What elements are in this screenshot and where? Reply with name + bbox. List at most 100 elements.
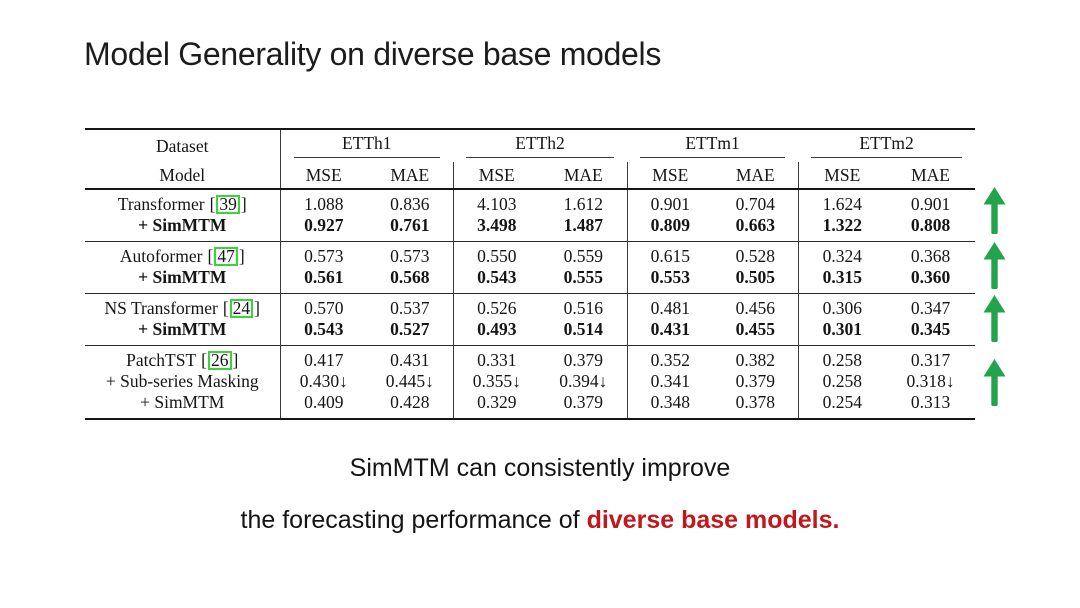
metric-value: 0.254 [797, 392, 887, 418]
metric-value: 0.315 [797, 267, 887, 294]
table-row: Autoformer[47] 0.573 0.573 0.550 0.559 0… [85, 241, 976, 267]
model-label: NS Transformer[24] [85, 293, 280, 319]
metric-value: 0.455 [735, 319, 775, 339]
metric-value: 0.561 [279, 267, 367, 294]
metric-value: 0.568 [390, 267, 430, 287]
metric-value: 0.324 [797, 241, 887, 267]
metric-value: 0.526 [452, 293, 541, 319]
metric-value: 0.901 [626, 189, 714, 215]
improvement-up-arrow-icon [981, 186, 1008, 234]
model-label: + SimMTM [138, 215, 227, 235]
metric-value: 0.379 [563, 392, 603, 412]
metric-value: 0.306 [797, 293, 887, 319]
metric-value: 0.573 [367, 241, 454, 267]
dataset-column-header: ETTh2 [453, 130, 627, 162]
model-label: + SimMTM [138, 267, 227, 287]
metric-header: MSE [797, 162, 887, 190]
metric-value: 0.537 [367, 293, 454, 319]
table-row: NS Transformer[24] 0.570 0.537 0.526 0.5… [85, 293, 976, 319]
metric-header: MSE [626, 162, 714, 190]
metric-value: 0.382 [713, 345, 799, 371]
slide-title: Model Generality on diverse base models [84, 36, 662, 72]
caption-line2-prefix: the forecasting performance of [240, 506, 587, 534]
caption-line2: the forecasting performance of diverse b… [0, 506, 1080, 535]
model-header-cell: Model [85, 162, 280, 190]
metric-value: 4.103 [452, 189, 541, 215]
metric-value: 1.487 [563, 215, 603, 235]
dataset-column-header: ETTm2 [798, 130, 975, 162]
metric-value: 0.258 [797, 371, 887, 392]
metric-value: 0.505 [735, 267, 775, 287]
metric-value: 0.431 [626, 319, 714, 346]
metric-value: 0.761 [390, 215, 430, 235]
metric-value: 0.663 [735, 215, 775, 235]
table-row: + Sub-series Masking 0.430↓ 0.445↓ 0.355… [85, 371, 975, 392]
caption-line1: SimMTM can consistently improve [349, 454, 731, 482]
improvement-up-arrow-icon [981, 241, 1008, 289]
metric-value: 0.516 [540, 293, 628, 319]
table-row: Model MSE MAE MSE MAE MSE MAE MSE MAE [85, 162, 976, 190]
metric-value: 0.379 [540, 345, 628, 371]
citation-ref: [47] [207, 246, 245, 266]
metric-value: 0.430↓ [279, 371, 367, 392]
metric-value: 0.570 [279, 293, 367, 319]
metric-value: 0.901 [910, 194, 951, 214]
metric-header: MAE [886, 162, 976, 190]
column-underline [466, 157, 615, 158]
results-table: Dataset ETTh1 ETTh2 ETTm1 ETTm2 Model MS… [85, 128, 976, 420]
metric-value: 0.543 [452, 267, 541, 294]
metric-value: 0.456 [713, 293, 799, 319]
metric-value: 0.808 [910, 215, 951, 235]
metric-value: 0.573 [279, 241, 367, 267]
metric-value: 0.553 [626, 267, 714, 294]
metric-header: MSE [279, 162, 367, 190]
metric-value: 0.352 [626, 345, 714, 371]
metric-value: 0.431 [367, 345, 454, 371]
metric-value: 1.612 [563, 194, 603, 214]
citation-ref: [24] [222, 298, 260, 318]
model-label: Transformer[39] [117, 194, 247, 214]
metric-value: 0.809 [626, 215, 714, 242]
metric-value: 0.347 [886, 293, 976, 319]
metric-value: 0.258 [797, 345, 887, 371]
metric-header: MAE [713, 162, 799, 190]
metric-value: 0.514 [563, 319, 603, 339]
metric-value: 0.555 [563, 267, 603, 287]
table-row: PatchTST[26] 0.417 0.431 0.331 0.379 0.3… [85, 345, 976, 371]
metric-value: 0.360 [910, 267, 951, 287]
caption-highlight: diverse base models. [586, 506, 840, 534]
metric-value: 0.417 [279, 345, 367, 371]
dataset-column-header: ETTm1 [627, 130, 798, 162]
table-row: + SimMTM 0.927 0.761 3.498 1.487 0.809 0… [85, 215, 975, 242]
metric-header: MAE [540, 162, 628, 190]
dataset-column-header: ETTh1 [279, 130, 454, 162]
metric-value: 0.331 [452, 345, 541, 371]
model-label: + SimMTM [140, 392, 225, 412]
metric-value: 0.704 [735, 194, 775, 214]
metric-value: 0.927 [279, 215, 367, 242]
model-label: + Sub-series Masking [105, 371, 259, 391]
metric-value: 0.355↓ [452, 371, 541, 392]
table-row: + SimMTM 0.543 0.527 0.493 0.514 0.431 0… [85, 319, 975, 346]
metric-value: 0.317 [886, 345, 976, 371]
metric-value: 0.528 [713, 241, 799, 267]
metric-value: 0.481 [626, 293, 714, 319]
metric-value: 0.345 [910, 319, 951, 339]
model-label: Autoformer[47] [85, 241, 280, 267]
metric-value: 3.498 [452, 215, 541, 242]
model-label: PatchTST[26] [85, 345, 280, 371]
metric-value: 0.836 [390, 194, 430, 214]
citation-ref: [39] [209, 194, 247, 214]
metric-value: 1.322 [797, 215, 887, 242]
metric-value: 0.379 [735, 371, 775, 391]
model-label: + SimMTM [138, 319, 227, 339]
metric-value: 0.527 [390, 319, 430, 339]
citation-ref: [26] [201, 350, 239, 370]
table-row: Dataset ETTh1 ETTh2 ETTm1 ETTm2 [85, 130, 975, 162]
caption: SimMTM can consistently improve the fore… [0, 454, 1080, 535]
metric-value: 0.409 [279, 392, 367, 418]
table-row: + SimMTM 0.561 0.568 0.543 0.555 0.553 0… [85, 267, 975, 294]
metric-value: 0.493 [452, 319, 541, 346]
column-underline [811, 157, 963, 158]
table-row: Transformer[39] 1.088 0.836 4.103 1.612 … [85, 189, 975, 215]
